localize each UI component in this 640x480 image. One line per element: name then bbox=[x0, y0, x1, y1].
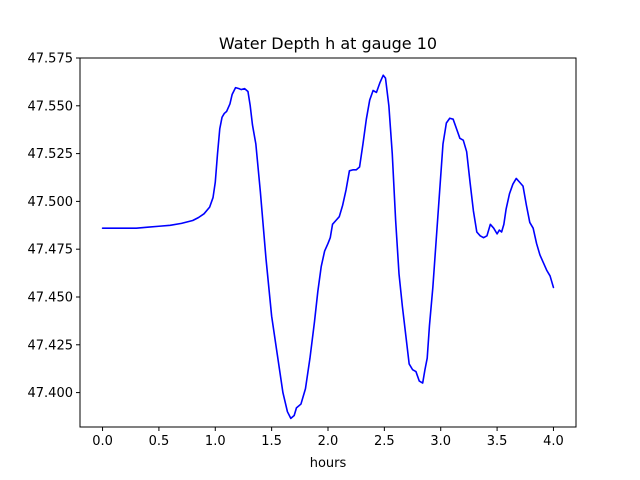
y-tick-label: 47.525 bbox=[28, 147, 74, 162]
plot-area: 0.0 0.5 1.0 1.5 2.0 2.5 3.0 3.5 4.0 47.400 47.425… bbox=[28, 52, 577, 449]
x-tick-label: 1.0 bbox=[205, 434, 226, 449]
x-tick-label: 0.5 bbox=[149, 434, 170, 449]
series-layer bbox=[101, 74, 555, 420]
x-tick-label: 2.0 bbox=[318, 434, 339, 449]
y-tick-label: 47.425 bbox=[28, 338, 74, 353]
x-tick-label: 2.5 bbox=[374, 434, 395, 449]
y-tick-label: 47.475 bbox=[28, 243, 74, 258]
y-tick-label: 47.575 bbox=[28, 52, 74, 67]
x-tick-label: 3.5 bbox=[487, 434, 508, 449]
x-axis-label: hours bbox=[310, 456, 347, 471]
x-tick-label: 0.0 bbox=[92, 434, 113, 449]
series-line bbox=[101, 74, 555, 420]
chart-title: Water Depth h at gauge 10 bbox=[219, 34, 437, 53]
x-tick-label: 4.0 bbox=[543, 434, 564, 449]
x-tick-label: 1.5 bbox=[261, 434, 282, 449]
y-tick-label: 47.500 bbox=[28, 195, 74, 210]
x-axis-ticks: 0.0 0.5 1.0 1.5 2.0 2.5 3.0 3.5 4.0 bbox=[92, 427, 564, 449]
y-tick-label: 47.450 bbox=[28, 290, 74, 305]
y-tick-label: 47.550 bbox=[28, 99, 74, 114]
y-tick-label: 47.400 bbox=[28, 386, 74, 401]
x-tick-label: 3.0 bbox=[430, 434, 451, 449]
y-axis-ticks: 47.400 47.425 47.450 47.475 47.500 47.525 47.5… bbox=[28, 52, 80, 401]
